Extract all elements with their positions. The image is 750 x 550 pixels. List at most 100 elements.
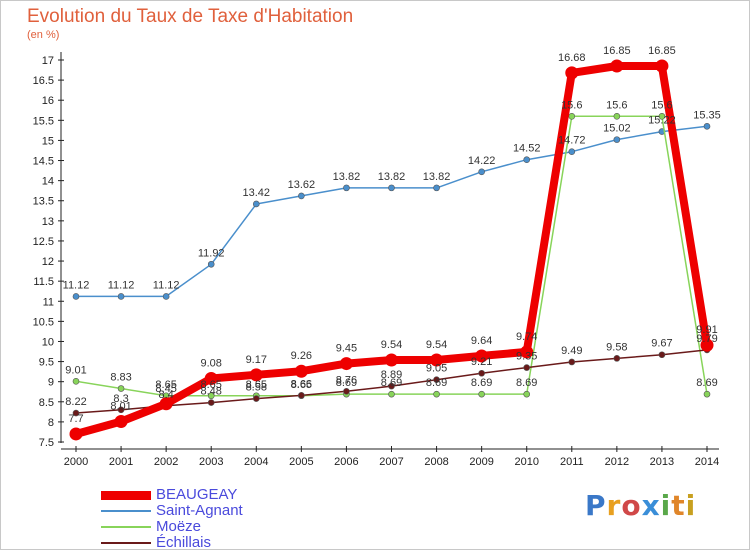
data-label-0: 9.64 <box>471 335 492 347</box>
data-label-3: 8.22 <box>65 396 86 408</box>
x-tick-label: 2000 <box>64 456 88 468</box>
data-label-2: 15.6 <box>651 99 672 111</box>
data-point-0 <box>475 349 489 363</box>
data-label-1: 11.12 <box>153 279 180 291</box>
x-tick-label: 2003 <box>199 456 223 468</box>
data-point-1 <box>388 184 395 192</box>
x-tick-label: 2001 <box>109 456 133 468</box>
x-tick-label: 2014 <box>695 456 719 468</box>
x-tick-label: 2012 <box>605 456 629 468</box>
data-point-3 <box>343 388 350 395</box>
data-label-3: 8.76 <box>336 374 357 386</box>
data-label-2: 8.69 <box>516 377 537 389</box>
y-tick-label: 16.5 <box>33 75 54 87</box>
y-tick-label: 12 <box>42 256 54 268</box>
legend-swatch <box>101 526 151 528</box>
data-point-3 <box>613 355 621 362</box>
x-tick-label: 2010 <box>514 456 538 468</box>
x-tick-label: 2011 <box>560 456 584 468</box>
chart-subtitle: (en %) <box>27 29 60 41</box>
data-label-1: 11.12 <box>63 279 90 291</box>
data-point-0 <box>294 364 308 378</box>
data-label-0: 9.74 <box>516 331 537 343</box>
data-label-3: 8.48 <box>201 386 222 398</box>
y-tick-label: 15.5 <box>33 115 54 127</box>
data-label-1: 13.82 <box>333 171 361 183</box>
data-label-2: 8.65 <box>155 379 176 391</box>
data-label-0: 9.45 <box>336 343 357 355</box>
data-point-3 <box>658 351 666 359</box>
y-tick-label: 8.5 <box>39 397 54 409</box>
data-point-1 <box>343 184 350 192</box>
legend-swatch <box>101 510 151 512</box>
y-tick-label: 13 <box>42 216 54 228</box>
data-point-0 <box>249 368 263 382</box>
data-label-0: 16.68 <box>558 52 586 64</box>
data-point-1 <box>72 293 80 300</box>
data-label-1: 11.92 <box>198 247 225 259</box>
data-point-3 <box>207 399 215 406</box>
y-tick-label: 11.5 <box>33 276 54 288</box>
data-label-3: 8.3 <box>113 393 128 405</box>
y-tick-label: 9.5 <box>39 357 54 369</box>
y-tick-label: 14 <box>42 176 54 188</box>
chart-title: Evolution du Taux de Taxe d'Habitation <box>27 6 354 27</box>
y-tick-label: 10 <box>42 336 54 348</box>
data-point-1 <box>162 293 170 300</box>
data-label-1: 14.52 <box>513 143 541 155</box>
data-point-0 <box>385 353 398 367</box>
data-point-2 <box>568 112 576 120</box>
y-tick-label: 8 <box>48 417 54 429</box>
y-tick-label: 17 <box>42 55 54 67</box>
data-point-1 <box>613 136 621 143</box>
data-point-0 <box>204 371 218 385</box>
data-point-1 <box>523 156 531 164</box>
data-label-3: 9.67 <box>651 338 672 350</box>
data-label-2: 15.6 <box>606 99 627 111</box>
data-label-3: 9.21 <box>471 356 492 368</box>
legend-label: BEAUGEAY <box>156 486 238 503</box>
data-point-2 <box>478 390 485 398</box>
legend-swatch <box>101 542 151 544</box>
data-label-2: 8.69 <box>381 377 402 389</box>
data-point-0 <box>339 357 353 371</box>
data-label-1: 13.62 <box>288 179 316 191</box>
data-label-2: 8.69 <box>696 377 717 389</box>
series-line-1 <box>75 125 708 298</box>
data-point-2 <box>388 390 395 398</box>
data-point-1 <box>703 123 711 130</box>
data-point-1 <box>433 184 440 192</box>
data-label-3: 9.05 <box>426 363 447 375</box>
data-label-1: 13.82 <box>378 171 406 183</box>
data-point-0 <box>159 397 173 411</box>
legend-item: Moëze <box>101 519 351 535</box>
data-point-0 <box>610 59 624 73</box>
data-point-2 <box>207 392 215 400</box>
data-label-1: 11.12 <box>108 279 135 291</box>
data-label-3: 9.35 <box>516 351 537 363</box>
data-label-2: 8.69 <box>426 377 447 389</box>
data-label-0: 8.45 <box>155 383 176 395</box>
data-point-3 <box>298 392 305 399</box>
data-point-3 <box>72 409 80 417</box>
legend-item: BEAUGEAY <box>101 487 351 503</box>
data-point-0 <box>520 345 534 359</box>
data-label-0: 16.85 <box>603 45 631 57</box>
data-label-2: 15.6 <box>561 99 582 111</box>
y-tick-label: 15 <box>42 135 54 147</box>
y-tick-label: 7.5 <box>39 437 54 449</box>
data-label-1: 15.35 <box>693 109 721 121</box>
x-tick-label: 2002 <box>154 456 178 468</box>
data-label-0: 7.7 <box>68 413 83 425</box>
data-point-3 <box>433 376 440 383</box>
data-label-2: 8.69 <box>471 377 492 389</box>
data-label-1: 13.82 <box>423 171 451 183</box>
x-tick-label: 2005 <box>289 456 313 468</box>
data-label-1: 15.22 <box>648 115 676 127</box>
x-tick-label: 2009 <box>469 456 493 468</box>
data-point-1 <box>252 200 260 208</box>
data-point-0 <box>565 66 579 80</box>
data-label-0: 8.01 <box>110 400 131 412</box>
